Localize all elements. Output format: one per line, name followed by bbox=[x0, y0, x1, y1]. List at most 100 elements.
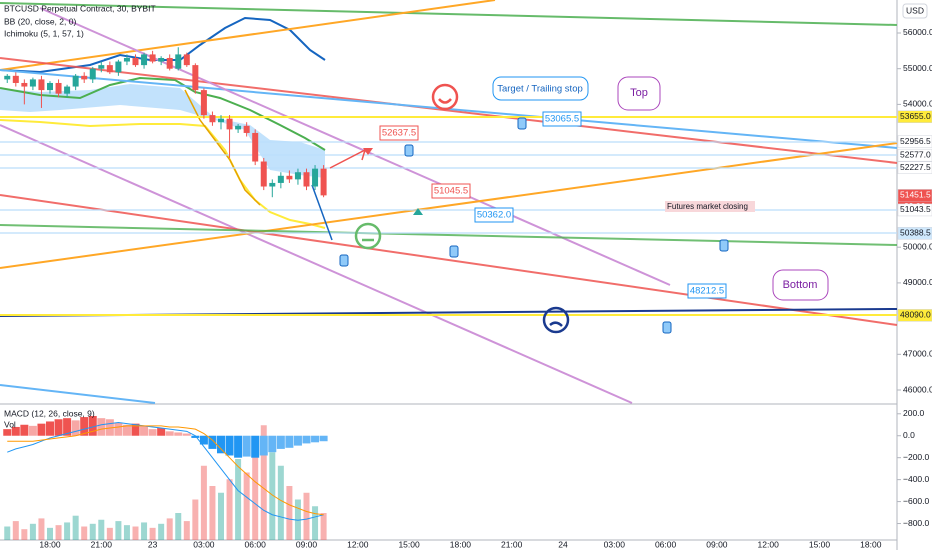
currency-badge[interactable] bbox=[902, 3, 928, 19]
trend-line bbox=[0, 124, 633, 404]
price-level-badge bbox=[897, 309, 932, 322]
volume-bar bbox=[218, 492, 224, 540]
y-tick-label: 46000.0 bbox=[903, 384, 932, 394]
volume-bar bbox=[158, 523, 165, 540]
volume-bar bbox=[277, 465, 284, 540]
macd-histogram-bar bbox=[276, 435, 285, 449]
price-level-badge bbox=[897, 227, 932, 240]
price-level-badge bbox=[897, 135, 932, 148]
trend-line bbox=[0, 2, 898, 26]
callout-text: Futures market closing bbox=[667, 202, 748, 211]
callout-box bbox=[431, 183, 471, 199]
x-tick-label: 18:00 bbox=[39, 539, 61, 549]
candle-body bbox=[286, 175, 293, 180]
macd-histogram-bar bbox=[199, 435, 208, 445]
candle-body bbox=[12, 75, 19, 83]
down-arrow bbox=[363, 148, 373, 155]
macd-histogram-bar bbox=[242, 435, 251, 457]
y-tick-label: 47000.0 bbox=[903, 349, 932, 359]
price-level-label: 52577.0 bbox=[900, 149, 931, 159]
x-tick-label: 18:00 bbox=[450, 539, 472, 549]
candle-body bbox=[252, 132, 259, 162]
macd-histogram-bar bbox=[80, 417, 89, 436]
annotations: 52637.5 51045.5 50362.0 53065.5 48212.5 … bbox=[379, 76, 829, 301]
macd-histogram-bar bbox=[285, 435, 294, 448]
macd-histogram-bar bbox=[97, 418, 106, 436]
volume-bar bbox=[312, 506, 319, 540]
candle-body bbox=[269, 182, 276, 187]
data-layer bbox=[3, 47, 328, 540]
callout-box bbox=[665, 201, 755, 212]
callout-box bbox=[617, 76, 661, 111]
hand-icon bbox=[517, 117, 527, 130]
macd-histogram-bar bbox=[63, 418, 72, 436]
macd-histogram-bar bbox=[3, 429, 12, 436]
neutral-face bbox=[354, 222, 382, 250]
candle-body bbox=[200, 90, 207, 116]
volume-bar bbox=[286, 486, 293, 540]
volume-bar bbox=[175, 513, 182, 540]
macd-histogram-bar bbox=[71, 420, 80, 436]
volume-bar bbox=[260, 425, 267, 540]
price-level-label: 51043.5 bbox=[900, 204, 931, 214]
trend-line bbox=[0, 57, 898, 164]
y-tick-label: −400.0 bbox=[903, 474, 930, 484]
candle-body bbox=[303, 172, 310, 187]
callout-text: 51045.5 bbox=[434, 186, 468, 197]
macd-histogram-bar bbox=[251, 435, 260, 458]
callout-text: 52637.5 bbox=[382, 128, 416, 139]
y-tick-label: −800.0 bbox=[903, 518, 930, 528]
trend-line bbox=[0, 224, 898, 246]
candle-body bbox=[312, 168, 319, 187]
candle-body bbox=[192, 65, 199, 91]
currency-label[interactable]: USD bbox=[906, 5, 924, 15]
indicator-label: Ichimoku (5, 1, 57, 1) bbox=[4, 28, 84, 38]
volume-bar bbox=[303, 492, 310, 540]
volume-bar bbox=[4, 526, 11, 540]
trend-line bbox=[0, 0, 496, 71]
hand-icon bbox=[719, 239, 729, 252]
callout-text: Top bbox=[630, 87, 648, 99]
volume-bar bbox=[55, 525, 62, 540]
macd-histogram-bar bbox=[114, 422, 123, 436]
y-tick-label: 54000.0 bbox=[903, 99, 932, 109]
price-level-label: 50388.5 bbox=[900, 228, 931, 238]
macd-histogram-bar bbox=[165, 431, 174, 436]
volume-bar bbox=[38, 518, 45, 540]
macd-histogram-bar bbox=[88, 415, 97, 436]
volume-label: Vol bbox=[4, 419, 16, 429]
y-tick-label: 56000.0 bbox=[903, 27, 932, 37]
volume-bar bbox=[235, 459, 242, 540]
macd-histogram-bar bbox=[28, 425, 37, 436]
hand-icon bbox=[404, 144, 414, 157]
x-tick-label: 06:00 bbox=[655, 539, 677, 549]
symbol-title: BTCUSD Perpetual Contract, 30, BYBIT bbox=[4, 3, 156, 13]
trend-line bbox=[0, 384, 156, 404]
candle-body bbox=[21, 82, 28, 87]
candle-body bbox=[209, 115, 216, 123]
candle-body bbox=[123, 57, 130, 62]
volume-bar bbox=[141, 522, 148, 540]
volume-bar bbox=[106, 527, 113, 540]
volume-bar bbox=[192, 499, 199, 540]
candle-body bbox=[81, 75, 88, 80]
emoji bbox=[354, 83, 570, 334]
hand-icon bbox=[662, 321, 672, 334]
candle-body bbox=[320, 168, 327, 196]
volume-bar bbox=[89, 523, 96, 540]
macd-histogram-bar bbox=[105, 419, 114, 436]
macd-histogram-bar bbox=[140, 425, 149, 436]
volume-bar bbox=[183, 521, 190, 540]
volume-bar bbox=[132, 526, 139, 540]
y-tick-label: 200.0 bbox=[903, 408, 925, 418]
macd-histogram-bar bbox=[268, 435, 277, 453]
x-tick-label: 03:00 bbox=[193, 539, 215, 549]
candle-body bbox=[55, 82, 62, 94]
candle-body bbox=[218, 118, 224, 123]
bb-upper bbox=[0, 16, 326, 74]
callout-text: 48212.5 bbox=[690, 286, 724, 297]
wink-mouth bbox=[549, 321, 563, 327]
x-tick-label: 12:00 bbox=[347, 539, 369, 549]
callout-text: Bottom bbox=[783, 279, 818, 291]
ichimoku-line bbox=[0, 119, 326, 229]
